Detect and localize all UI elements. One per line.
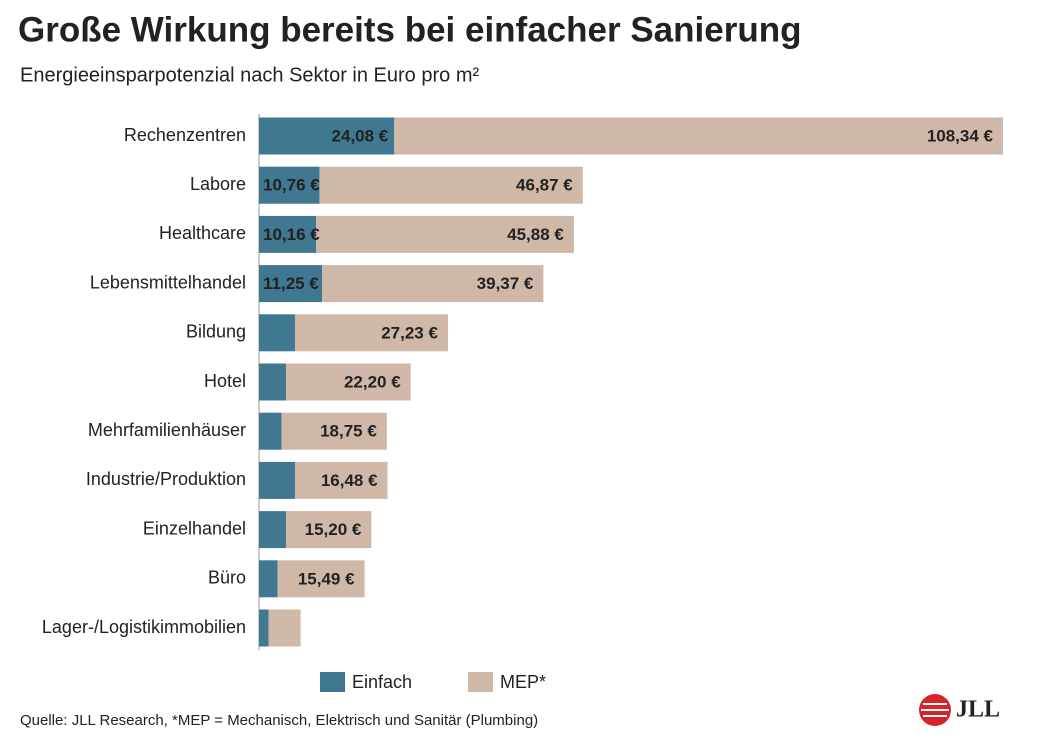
value-label: 10,16 € bbox=[263, 225, 320, 244]
value-label: 22,20 € bbox=[344, 372, 401, 391]
value-label: 24,08 € bbox=[332, 126, 389, 145]
y-tick-label: Einzelhandel bbox=[143, 518, 246, 538]
bar-segment bbox=[285, 363, 411, 401]
y-tick-label: Mehrfamilienhäuser bbox=[88, 420, 246, 440]
y-tick-label: Rechenzentren bbox=[124, 125, 246, 145]
source: Quelle: JLL Research, *MEP = Mechanisch,… bbox=[20, 712, 538, 729]
y-tick-label: Lager-/Logistikimmobilien bbox=[42, 617, 246, 637]
legend-swatch bbox=[468, 672, 494, 692]
value-label: 27,23 € bbox=[381, 323, 438, 342]
bar-segment bbox=[285, 511, 372, 549]
value-label: 45,88 € bbox=[507, 225, 564, 244]
y-tick-label: Healthcare bbox=[159, 223, 246, 243]
bar-segment bbox=[294, 461, 388, 499]
bar-segment bbox=[259, 166, 320, 204]
bar-segment bbox=[281, 412, 387, 450]
value-label: 46,87 € bbox=[516, 176, 573, 195]
bar-segment bbox=[319, 166, 583, 204]
bar-segment bbox=[394, 117, 1003, 155]
bar-segment bbox=[259, 363, 286, 401]
y-tick-label: Hotel bbox=[204, 371, 246, 391]
value-label: 10,76 € bbox=[263, 176, 320, 195]
bar-segment bbox=[322, 265, 544, 303]
bar-segment bbox=[259, 511, 286, 549]
y-tick-label: Büro bbox=[208, 568, 246, 588]
bar-segment bbox=[259, 265, 323, 303]
bar-segment bbox=[268, 609, 301, 647]
y-tick-label: Lebensmittelhandel bbox=[90, 272, 246, 292]
value-label: 15,20 € bbox=[305, 520, 362, 539]
value-label: 11,25 € bbox=[263, 274, 319, 293]
logo: JLL bbox=[919, 694, 1000, 726]
value-label: 16,48 € bbox=[321, 471, 378, 490]
logo-text: JLL bbox=[956, 697, 1000, 723]
chart-title: Große Wirkung bereits bei einfacher Sani… bbox=[18, 10, 801, 49]
bar-segment bbox=[259, 117, 395, 155]
value-label: 18,75 € bbox=[320, 422, 377, 441]
value-label: 108,34 € bbox=[927, 126, 994, 145]
y-tick-label: Labore bbox=[190, 174, 246, 194]
value-label: 39,37 € bbox=[477, 274, 534, 293]
bar-segment bbox=[259, 412, 282, 450]
bar-segment bbox=[259, 461, 295, 499]
legend-swatch bbox=[320, 672, 345, 692]
chart-subtitle: Energieeinsparpotenzial nach Sektor in E… bbox=[20, 64, 479, 86]
legend-label: Einfach bbox=[352, 672, 412, 692]
bar-segment bbox=[259, 609, 269, 647]
bar-segment bbox=[277, 560, 365, 598]
bar-segment bbox=[316, 215, 574, 253]
bar-segment bbox=[259, 314, 295, 352]
bar-segment bbox=[259, 560, 278, 598]
y-tick-label: Bildung bbox=[186, 322, 246, 342]
y-tick-label: Industrie/Produktion bbox=[86, 469, 246, 489]
legend-label: MEP* bbox=[500, 672, 546, 692]
bar-segment bbox=[294, 314, 448, 352]
bar-segment bbox=[259, 215, 317, 253]
logo-stripes bbox=[921, 703, 949, 717]
value-label: 15,49 € bbox=[298, 569, 355, 588]
